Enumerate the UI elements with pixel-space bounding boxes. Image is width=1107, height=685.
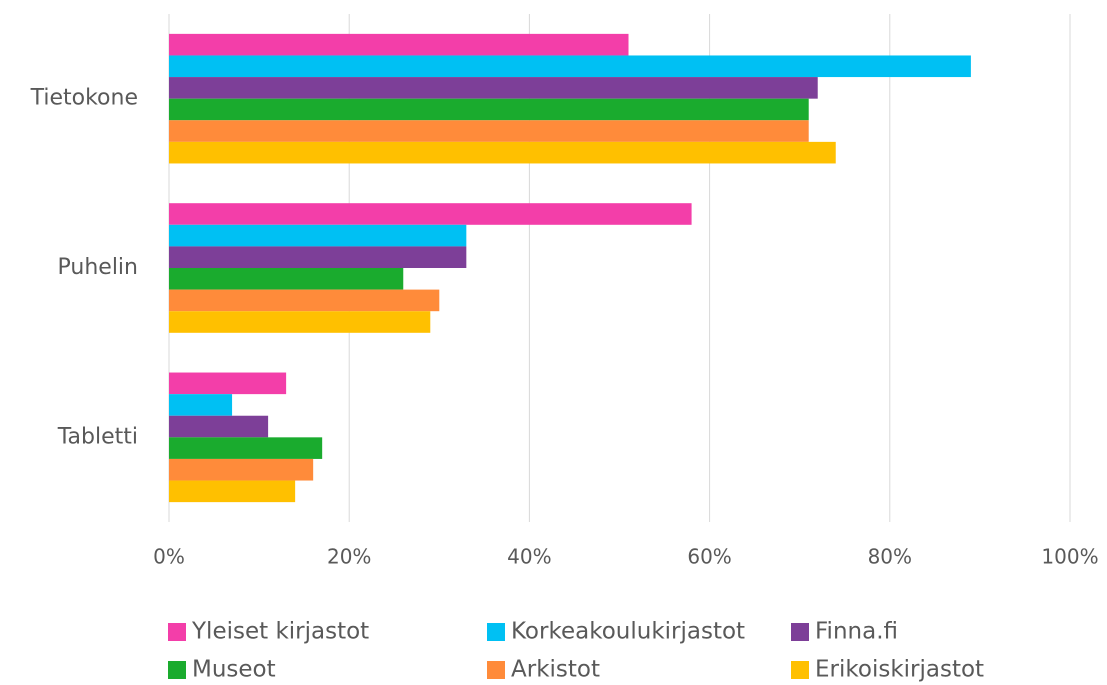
bar (169, 141, 836, 164)
legend-swatch (168, 623, 186, 641)
bar (169, 98, 809, 121)
x-tick-label: 100% (1041, 545, 1098, 569)
legend-swatch (791, 661, 809, 679)
legend-label: Arkistot (511, 657, 600, 683)
bar (169, 77, 818, 99)
x-tick-label: 0% (153, 545, 185, 569)
legend-swatch (487, 623, 505, 641)
bar (169, 33, 629, 56)
bar (169, 224, 467, 247)
legend-label: Erikoiskirjastot (815, 657, 984, 683)
bar (169, 311, 431, 333)
bar (169, 268, 404, 290)
bar (169, 246, 467, 268)
y-tick-label: Tietokone (30, 86, 138, 111)
bar (169, 394, 233, 416)
y-tick-label: Puhelin (58, 255, 138, 280)
bar (169, 480, 296, 503)
bar (169, 55, 971, 78)
x-tick-label: 60% (687, 545, 731, 569)
legend-label: Yleiset kirjastot (191, 619, 369, 645)
legend-label: Korkeakoulukirjastot (511, 619, 745, 645)
legend-label: Finna.fi (815, 619, 898, 645)
bar (169, 120, 809, 142)
bar (169, 289, 440, 312)
bar (169, 203, 692, 225)
x-tick-label: 20% (327, 545, 371, 569)
x-tick-label: 40% (507, 545, 551, 569)
legend-swatch (791, 623, 809, 641)
legend-swatch (487, 661, 505, 679)
y-tick-label: Tabletti (57, 424, 138, 449)
bar (169, 458, 314, 481)
x-tick-label: 80% (868, 545, 912, 569)
legend-swatch (168, 661, 186, 679)
bar (169, 437, 323, 459)
legend-label: Museot (192, 657, 276, 683)
bar (169, 372, 287, 395)
bar (169, 415, 269, 438)
